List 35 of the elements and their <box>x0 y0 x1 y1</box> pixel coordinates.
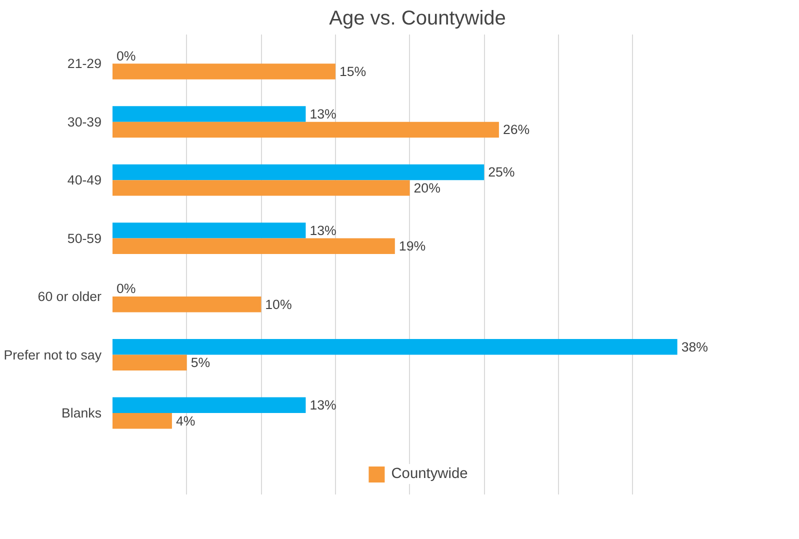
data-label: 19% <box>398 238 426 254</box>
bar <box>112 222 306 238</box>
legend-label: Countywide <box>391 466 468 482</box>
y-tick-label: 30-39 <box>67 114 102 130</box>
bar <box>112 354 187 370</box>
data-label: 26% <box>502 122 530 138</box>
bar <box>112 64 336 80</box>
bar <box>112 339 678 355</box>
data-label: 13% <box>310 106 337 122</box>
y-tick-label: Blanks <box>61 405 102 420</box>
y-tick-label: Prefer not to say <box>4 347 102 362</box>
data-label: 20% <box>414 180 441 196</box>
data-label: 15% <box>339 64 366 79</box>
bar <box>112 106 306 122</box>
data-label: 0% <box>116 281 136 296</box>
data-label: 5% <box>190 355 210 370</box>
y-tick-label: 60 or older <box>38 289 102 304</box>
bar <box>112 180 410 196</box>
bar <box>112 238 395 254</box>
bar <box>112 397 306 413</box>
bar <box>112 412 172 429</box>
y-tick-label: 50-59 <box>67 230 102 246</box>
bar <box>112 296 262 312</box>
data-label: 13% <box>310 398 337 413</box>
data-label: 4% <box>176 413 196 428</box>
y-tick-label: 21-29 <box>67 56 102 72</box>
data-label: 0% <box>116 48 136 64</box>
data-label: 10% <box>265 296 292 312</box>
chart-title: Age vs. Countywide <box>329 8 506 30</box>
data-label: 38% <box>681 339 708 354</box>
data-label: 13% <box>310 222 337 238</box>
data-label: 25% <box>488 164 515 180</box>
bar <box>112 122 499 138</box>
y-tick-label: 40-49 <box>67 172 102 188</box>
bar <box>112 164 484 180</box>
